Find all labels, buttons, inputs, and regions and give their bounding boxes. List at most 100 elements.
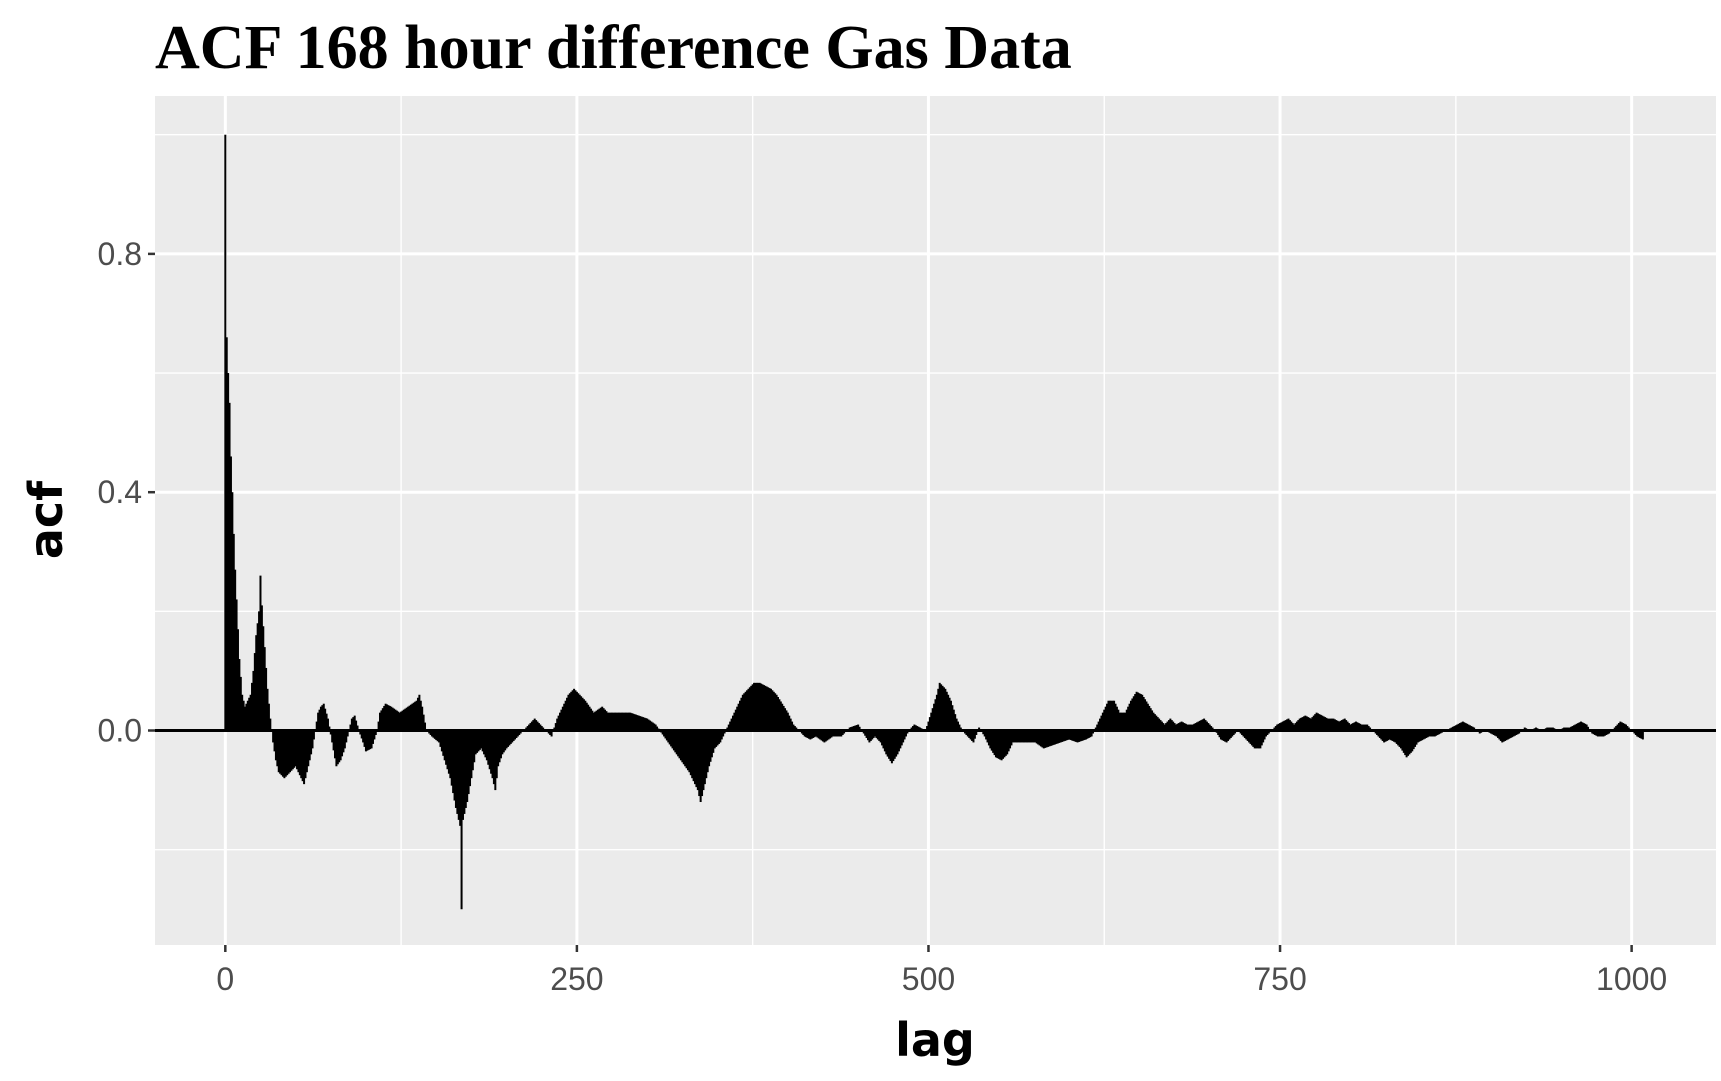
- acf-bar: [391, 707, 394, 731]
- acf-bar: [308, 730, 311, 761]
- acf-bar: [1231, 730, 1234, 737]
- acf-bar: [812, 730, 815, 738]
- acf-bar: [1620, 722, 1623, 731]
- acf-bar: [1333, 719, 1336, 731]
- acf-bar: [263, 647, 266, 731]
- acf-bar: [620, 712, 623, 731]
- acf-bar: [1636, 730, 1639, 737]
- acf-bar: [321, 705, 324, 731]
- acf-bar: [509, 730, 512, 744]
- acf-bar: [234, 569, 237, 731]
- acf-bar: [883, 730, 886, 752]
- acf-bar: [1513, 730, 1516, 736]
- acf-bar: [1471, 726, 1474, 731]
- acf-bar: [1196, 722, 1199, 731]
- acf-bar: [1288, 720, 1291, 731]
- acf-bar: [1110, 700, 1113, 731]
- acf-bar: [457, 730, 460, 820]
- acf-bar: [1577, 723, 1580, 731]
- acf-bar: [1414, 730, 1417, 747]
- acf-bar: [916, 726, 919, 731]
- acf-bar: [1579, 721, 1582, 731]
- acf-bar: [1167, 720, 1170, 731]
- acf-bar: [235, 599, 238, 731]
- acf-bar: [540, 726, 543, 731]
- acf-bar: [432, 730, 435, 738]
- chart-title: ACF 168 hour difference Gas Data: [155, 14, 1072, 82]
- acf-bar: [1301, 717, 1304, 731]
- acf-bar: [1055, 730, 1058, 744]
- acf-bar: [532, 720, 535, 731]
- acf-bar: [224, 134, 227, 731]
- acf-bar: [755, 682, 758, 731]
- acf-bar: [1574, 724, 1577, 731]
- acf-bar: [813, 730, 816, 738]
- acf-bar: [1581, 722, 1584, 731]
- acf-bar: [1169, 718, 1172, 731]
- acf-bar: [852, 726, 855, 731]
- acf-bar: [1073, 730, 1076, 742]
- acf-bar: [304, 730, 307, 779]
- acf-bar: [599, 707, 602, 731]
- acf-bar: [1615, 726, 1618, 731]
- acf-bar: [1023, 730, 1026, 743]
- acf-bar: [1304, 715, 1307, 731]
- acf-bar: [1407, 730, 1410, 756]
- acf-bar: [1183, 723, 1186, 731]
- acf-bar: [1059, 730, 1062, 743]
- acf-bar: [1100, 715, 1103, 731]
- acf-bar: [1281, 721, 1284, 731]
- acf-bar: [858, 726, 861, 731]
- acf-bar: [554, 723, 557, 731]
- acf-bar: [855, 725, 858, 731]
- acf-bar: [1343, 718, 1346, 731]
- acf-bar: [1505, 730, 1508, 741]
- acf-bar: [279, 730, 282, 774]
- acf-bar: [364, 730, 367, 752]
- acf-bar: [1470, 726, 1473, 731]
- acf-bar: [689, 730, 692, 776]
- acf-bar: [973, 730, 976, 739]
- acf-bar: [1013, 730, 1016, 743]
- x-axis-label: lag: [895, 1013, 975, 1067]
- acf-bar: [1125, 709, 1128, 731]
- acf-bar: [1467, 724, 1470, 731]
- acf-bar: [1121, 712, 1124, 731]
- acf-bar: [942, 687, 945, 731]
- acf-bar: [560, 709, 563, 731]
- acf-bar: [1252, 730, 1255, 747]
- acf-bar: [474, 730, 477, 755]
- acf-bar: [817, 730, 820, 739]
- acf-bar: [1159, 720, 1162, 731]
- acf-bar: [668, 730, 671, 745]
- acf-bar: [868, 730, 871, 743]
- acf-bar: [949, 700, 952, 731]
- acf-bar: [508, 730, 511, 746]
- acf-bar: [252, 670, 255, 731]
- acf-bar: [1127, 706, 1130, 731]
- acf-bar: [713, 730, 716, 749]
- acf-bar: [1249, 730, 1252, 744]
- acf-bar: [438, 730, 441, 743]
- acf-bar: [1145, 701, 1148, 731]
- acf-bar: [677, 730, 680, 757]
- acf-bar: [702, 730, 705, 791]
- acf-bar: [1062, 730, 1065, 742]
- acf-bar: [266, 688, 269, 731]
- acf-bar: [582, 699, 585, 731]
- acf-bar: [322, 703, 325, 731]
- acf-bar: [1187, 724, 1190, 731]
- acf-bar: [671, 730, 674, 749]
- acf-bar: [1367, 726, 1370, 731]
- acf-bar: [720, 730, 723, 740]
- acf-bar: [408, 705, 411, 731]
- acf-bar: [274, 730, 277, 761]
- acf-bar: [1016, 730, 1019, 743]
- acf-bar: [463, 730, 466, 814]
- acf-bar: [1065, 730, 1068, 741]
- acf-bar: [416, 697, 419, 731]
- acf-bar: [325, 713, 328, 731]
- acf-bar: [384, 703, 387, 731]
- acf-bar: [729, 721, 732, 731]
